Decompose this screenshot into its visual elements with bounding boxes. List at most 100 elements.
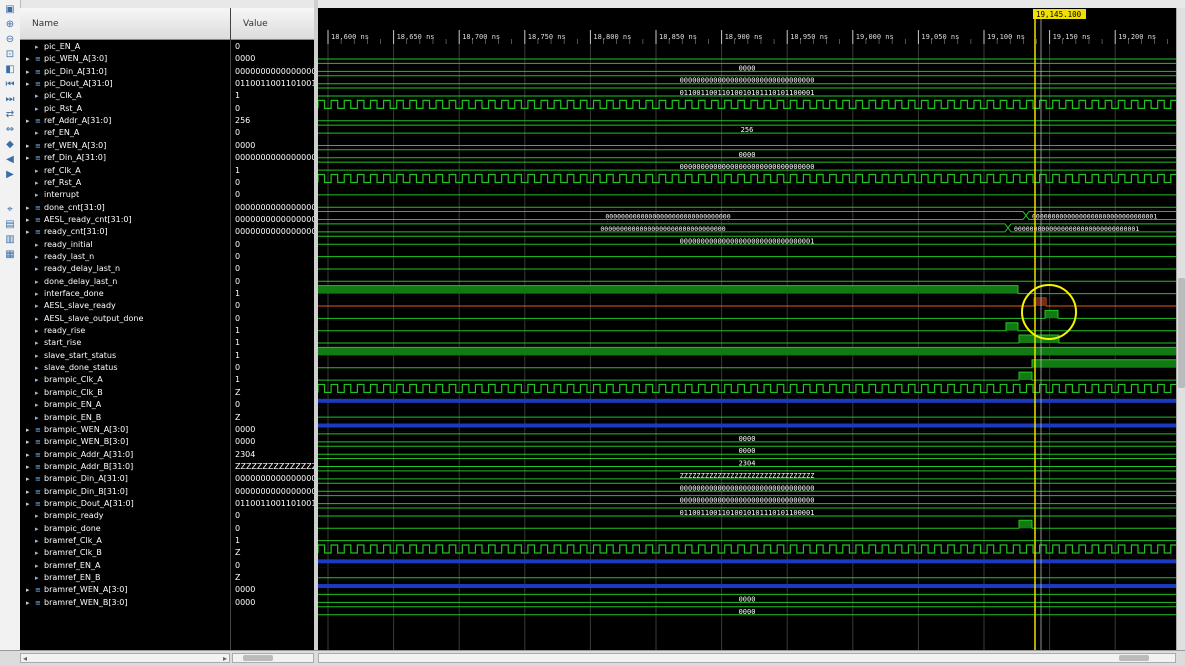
signal-row[interactable]: ▸ ≡ brampic_Dout_A[31:0]: [26, 498, 230, 510]
signal-row[interactable]: ▸ ≡ pic_Dout_A[31:0]: [26, 78, 230, 90]
signal-row[interactable]: ▸ ≡ brampic_Din_B[31:0]: [26, 486, 230, 498]
expand-icon[interactable]: ▸: [26, 462, 30, 471]
signal-row[interactable]: ▸ AESL_slave_output_done: [26, 313, 230, 325]
signal-row[interactable]: ▸ pic_Clk_A: [26, 90, 230, 102]
signal-row[interactable]: ▸ brampic_done: [26, 523, 230, 535]
bus-signal-icon: ≡: [35, 462, 41, 471]
expand-icon[interactable]: ▸: [26, 117, 30, 126]
signal-icon: ▸: [35, 401, 39, 410]
signal-row[interactable]: ▸ ≡ ref_WEN_A[3:0]: [26, 140, 230, 152]
expand-icon[interactable]: ▸: [26, 598, 30, 607]
expand-icon[interactable]: ▸: [26, 586, 30, 595]
signal-row[interactable]: ▸ ≡ brampic_WEN_A[3:0]: [26, 424, 230, 436]
signal-row[interactable]: ▸ pic_EN_A: [26, 41, 230, 53]
signal-row[interactable]: ▸ bramref_EN_A: [26, 560, 230, 572]
signal-row[interactable]: ▸ ≡ brampic_Addr_B[31:0]: [26, 461, 230, 473]
signal-row[interactable]: ▸ ref_EN_A: [26, 127, 230, 139]
bus-value: 0000: [739, 151, 756, 159]
signal-row[interactable]: ▸ brampic_ready: [26, 510, 230, 522]
expand-icon[interactable]: ▸: [26, 203, 30, 212]
names-hscrollbar[interactable]: ◂ ▸: [20, 653, 230, 663]
zoom-in-icon[interactable]: ⊕: [5, 19, 15, 30]
signal-row[interactable]: ▸ brampic_Clk_A: [26, 374, 230, 386]
snap-icon[interactable]: ⌖: [7, 204, 13, 215]
expand-icon[interactable]: ▸: [26, 487, 30, 496]
marker-prev-icon[interactable]: ◀: [6, 154, 14, 165]
signal-row[interactable]: ▸ bramref_Clk_B: [26, 547, 230, 559]
signal-row[interactable]: ▸ ≡ bramref_WEN_B[3:0]: [26, 597, 230, 609]
signal-row[interactable]: ▸ start_rise: [26, 337, 230, 349]
values-hscroll-thumb[interactable]: [243, 655, 273, 661]
waveform-hscrollbar[interactable]: [318, 653, 1176, 663]
expand-icon[interactable]: ▸: [26, 141, 30, 150]
signal-row[interactable]: ▸ pic_Rst_A: [26, 103, 230, 115]
signal-row[interactable]: ▸ interface_done: [26, 288, 230, 300]
waveform-hscroll-thumb[interactable]: [1119, 655, 1149, 661]
signal-row[interactable]: ▸ ≡ AESL_ready_cnt[31:0]: [26, 214, 230, 226]
goto-end-icon[interactable]: ⏭: [5, 94, 15, 105]
signal-row[interactable]: ▸ ready_delay_last_n: [26, 263, 230, 275]
signal-row[interactable]: ▸ done_delay_last_n: [26, 276, 230, 288]
signal-row[interactable]: ▸ brampic_Clk_B: [26, 387, 230, 399]
divider-icon[interactable]: ▥: [5, 234, 15, 245]
signal-row[interactable]: ▸ ready_initial: [26, 239, 230, 251]
save-icon[interactable]: ▣: [5, 4, 15, 15]
signal-row[interactable]: ▸ ≡ done_cnt[31:0]: [26, 202, 230, 214]
scroll-left-icon[interactable]: ◂: [23, 654, 28, 663]
signal-row[interactable]: ▸ ≡ brampic_WEN_B[3:0]: [26, 436, 230, 448]
signal-row[interactable]: ▸ slave_start_status: [26, 350, 230, 362]
signal-row[interactable]: ▸ ≡ ready_cnt[31:0]: [26, 226, 230, 238]
panel-splitter[interactable]: [314, 0, 318, 650]
waveform-panel[interactable]: 18,600 ns 18,650 ns 18,700 ns 18,750 ns 18,8…: [318, 8, 1176, 650]
expand-icon[interactable]: ▸: [26, 425, 30, 434]
signal-row[interactable]: ▸ AESL_slave_ready: [26, 300, 230, 312]
value-column-header[interactable]: Value: [231, 8, 315, 40]
goto-start-icon[interactable]: ⏮: [5, 79, 15, 90]
signal-row[interactable]: ▸ brampic_EN_B: [26, 412, 230, 424]
vertical-scrollbar[interactable]: [1176, 8, 1185, 650]
signal-row[interactable]: ▸ ≡ pic_WEN_A[3:0]: [26, 53, 230, 65]
expand-icon[interactable]: ▸: [26, 438, 30, 447]
expand-icon[interactable]: ▸: [26, 215, 30, 224]
signal-row[interactable]: ▸ interrupt: [26, 189, 230, 201]
signal-row[interactable]: ▸ ref_Clk_A: [26, 165, 230, 177]
signal-row[interactable]: ▸ ≡ brampic_Din_A[31:0]: [26, 473, 230, 485]
expand-icon[interactable]: ▸: [26, 55, 30, 64]
expand-icon[interactable]: ⇔: [5, 124, 15, 135]
pulse-fill: [1019, 335, 1059, 344]
group-icon[interactable]: ▤: [5, 219, 15, 230]
waveform-canvas[interactable]: 18,600 ns 18,650 ns 18,700 ns 18,750 ns 18,8…: [318, 8, 1176, 650]
signal-row[interactable]: ▸ ≡ brampic_Addr_A[31:0]: [26, 449, 230, 461]
signal-row[interactable]: ▸ bramref_EN_B: [26, 572, 230, 584]
signal-row[interactable]: ▸ ≡ pic_Din_A[31:0]: [26, 66, 230, 78]
expand-icon[interactable]: ▸: [26, 499, 30, 508]
expand-icon[interactable]: ▸: [26, 228, 30, 237]
signal-row[interactable]: ▸ ≡ ref_Addr_A[31:0]: [26, 115, 230, 127]
signal-row[interactable]: ▸ ≡ bramref_WEN_A[3:0]: [26, 584, 230, 596]
signal-row[interactable]: ▸ bramref_Clk_A: [26, 535, 230, 547]
zoom-area-icon[interactable]: ◧: [5, 64, 15, 75]
signal-row[interactable]: ▸ ready_rise: [26, 325, 230, 337]
signal-row[interactable]: ▸ ready_last_n: [26, 251, 230, 263]
marker-add-icon[interactable]: ◆: [6, 139, 14, 150]
vertical-scroll-thumb[interactable]: [1178, 278, 1185, 388]
signal-row[interactable]: ▸ ≡ ref_Din_A[31:0]: [26, 152, 230, 164]
settings-icon[interactable]: ▦: [5, 249, 15, 260]
marker-next-icon[interactable]: ▶: [6, 169, 14, 180]
expand-icon[interactable]: ▸: [26, 80, 30, 89]
expand-icon[interactable]: ▸: [26, 154, 30, 163]
scroll-right-icon[interactable]: ▸: [222, 654, 227, 663]
signal-row[interactable]: ▸ ref_Rst_A: [26, 177, 230, 189]
expand-icon[interactable]: ▸: [26, 450, 30, 459]
expand-icon[interactable]: ▸: [26, 67, 30, 76]
expand-icon[interactable]: ▸: [26, 475, 30, 484]
swap-icon[interactable]: ⇄: [5, 109, 15, 120]
name-column-header[interactable]: Name: [20, 8, 230, 40]
zoom-out-icon[interactable]: ⊖: [5, 34, 15, 45]
zoom-fit-icon[interactable]: ⊡: [5, 49, 15, 60]
signal-row[interactable]: ▸ slave_done_status: [26, 362, 230, 374]
signal-name: ref_Clk_A: [44, 165, 81, 175]
bottom-scrollbar-bar: ◂ ▸: [0, 650, 1185, 666]
signal-row[interactable]: ▸ brampic_EN_A: [26, 399, 230, 411]
values-hscrollbar[interactable]: [232, 653, 314, 663]
